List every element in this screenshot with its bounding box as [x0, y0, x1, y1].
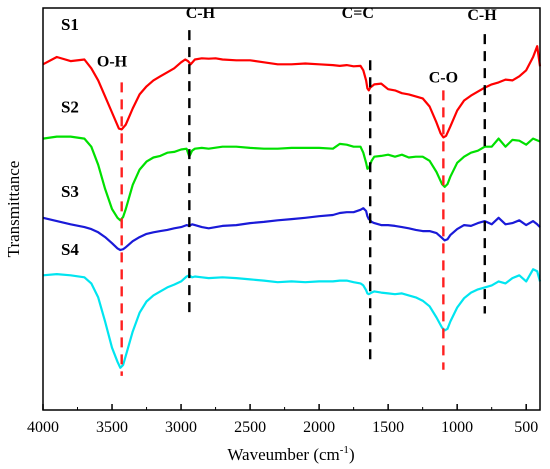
- spectra-lines: [42, 45, 542, 369]
- x-tick-label: 500: [514, 419, 538, 436]
- x-tick-label: 2000: [303, 419, 335, 436]
- peak-annotation-0: O-H: [97, 53, 128, 70]
- series-line-s2: [42, 135, 541, 222]
- x-axis-title-main: Waveumber (cm: [227, 445, 339, 464]
- chart-labels: S1 S2 S3 S4 O-H C-H C=C C-O C-H: [61, 5, 497, 259]
- x-axis-title-sup: -1: [340, 444, 349, 456]
- peak-annotation-1: C-H: [186, 5, 216, 22]
- x-axis-ticks: 4000 3500 3000 2500 2000 1500 1000 500: [27, 404, 538, 436]
- series-line-s3: [42, 207, 541, 252]
- peak-marker-lines: [120, 30, 486, 376]
- x-axis-title-end: ): [349, 445, 355, 464]
- sample-label-s1: S1: [61, 15, 79, 34]
- y-axis-title: Transmittance: [4, 161, 23, 258]
- peak-annotation-3: C-O: [429, 69, 458, 86]
- x-tick-label: 2500: [234, 419, 266, 436]
- x-tick-label: 1500: [372, 419, 404, 436]
- x-tick-label: 1000: [441, 419, 473, 436]
- sample-label-s4: S4: [61, 240, 79, 259]
- x-axis-title: Waveumber (cm-1): [227, 444, 354, 464]
- sample-label-s3: S3: [61, 182, 79, 201]
- x-tick-label: 3000: [165, 419, 197, 436]
- x-tick-label: 3500: [96, 419, 128, 436]
- series-line-s1: [42, 45, 542, 139]
- peak-annotation-2: C=C: [342, 5, 374, 22]
- sample-label-s2: S2: [61, 98, 79, 117]
- peak-annotation-4: C-H: [467, 7, 497, 24]
- x-tick-label: 4000: [27, 419, 59, 436]
- plot-frame: [42, 7, 541, 411]
- series-line-s4: [42, 268, 542, 369]
